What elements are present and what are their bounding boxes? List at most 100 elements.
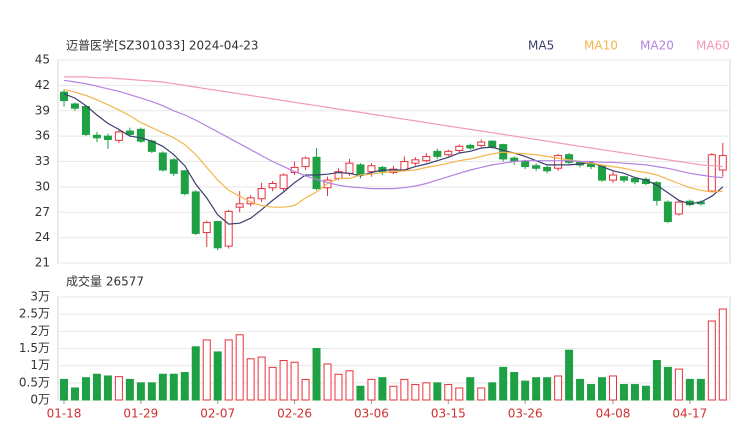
volume-bar	[609, 375, 617, 401]
legend-label: MA60	[696, 39, 730, 53]
candle-body	[169, 159, 178, 174]
volume-bar	[565, 349, 574, 401]
candle-body	[125, 130, 134, 135]
volume-bar	[323, 363, 332, 401]
volume-bar	[213, 351, 222, 401]
volume-bar	[191, 346, 200, 401]
volume-bar	[696, 378, 705, 401]
volume-bar	[367, 378, 376, 401]
y-tick-label: 24	[35, 230, 50, 244]
ma-line	[63, 93, 724, 225]
volume-bar	[301, 378, 310, 401]
candle-body	[257, 188, 266, 200]
y-tick-label: 42	[35, 78, 50, 92]
volume-bar	[422, 382, 431, 401]
candle-body	[411, 159, 420, 164]
x-tick-label: 01-18	[47, 407, 82, 421]
y-tick-label: 1.5万	[19, 341, 50, 355]
volume-bar	[598, 377, 607, 401]
volume-bar	[334, 373, 343, 401]
y-tick-label: 21	[35, 256, 50, 270]
volume-bar	[630, 384, 639, 401]
volume-bar	[136, 382, 145, 401]
candle-body	[224, 210, 233, 247]
candle-body	[60, 91, 68, 102]
volume-bar	[587, 384, 596, 401]
volume-title: 成交量 26577	[66, 274, 144, 289]
volume-bar	[60, 378, 68, 401]
volume-bar	[125, 378, 134, 401]
candle-body	[180, 170, 189, 195]
ma-line	[63, 89, 723, 208]
volume-bar	[685, 378, 694, 401]
candle-body	[114, 131, 123, 141]
y-tick-label: 0.5万	[19, 375, 50, 389]
candle-body	[279, 174, 288, 190]
candle-body	[609, 174, 617, 181]
volume-bar	[400, 378, 409, 401]
volume-bar	[180, 372, 189, 401]
candle-body	[565, 154, 574, 163]
y-tick-label: 0万	[30, 393, 50, 407]
volume-bar	[103, 375, 112, 401]
candle-body	[532, 165, 541, 169]
candle-body	[235, 203, 244, 208]
candle-body	[455, 145, 464, 152]
candle-body	[158, 152, 167, 171]
y-tick-label: 2万	[30, 324, 50, 338]
volume-bar	[70, 387, 79, 401]
candle-body	[652, 182, 661, 201]
y-tick-label: 27	[35, 205, 50, 219]
candle-body	[477, 141, 486, 146]
volume-bar	[147, 382, 156, 401]
volume-bar	[356, 385, 365, 401]
candle-body	[598, 166, 607, 181]
candle-body	[312, 156, 321, 190]
candle-body	[444, 150, 453, 156]
y-tick-label: 45	[35, 53, 50, 67]
volume-bar	[641, 385, 650, 401]
candle-body	[213, 221, 222, 249]
volume-bar	[619, 384, 628, 401]
volume-bar	[378, 377, 387, 401]
volume-bar	[488, 382, 497, 401]
volume-bar	[499, 366, 508, 401]
chart-title: 迈普医学[SZ301033] 2024-04-23	[66, 38, 259, 53]
y-tick-label: 36	[35, 129, 50, 143]
candle-body	[70, 103, 79, 109]
candle-body	[92, 134, 101, 139]
volume-bar	[246, 358, 255, 401]
y-tick-label: 39	[35, 103, 50, 117]
x-tick-label: 02-26	[277, 407, 312, 421]
volume-bar	[433, 382, 442, 401]
volume-bar	[477, 387, 486, 401]
volume-bar	[158, 373, 167, 401]
ma-line	[63, 79, 723, 190]
volume-bar	[279, 360, 288, 401]
volume-bar	[532, 377, 541, 401]
candle-body	[663, 201, 672, 223]
candle-body	[674, 201, 683, 215]
candle-body	[433, 150, 442, 157]
volume-bar	[114, 376, 123, 401]
candle-body	[345, 162, 354, 174]
volume-bar	[663, 366, 672, 401]
volume-bar	[707, 320, 716, 401]
y-tick-label: 3万	[30, 290, 50, 304]
candle-body	[136, 128, 145, 142]
volume-bar	[345, 370, 354, 401]
candle-body	[466, 144, 475, 149]
volume-bar	[169, 373, 178, 401]
candle-body	[202, 221, 211, 234]
legend-label: MA5	[528, 39, 554, 53]
candle-body	[367, 165, 376, 173]
candle-body	[630, 177, 639, 183]
volume-bar	[674, 368, 683, 401]
volume-bar	[521, 380, 530, 401]
candle-body	[301, 157, 310, 168]
legend-label: MA10	[584, 39, 618, 53]
volume-bar	[235, 334, 244, 401]
x-tick-label: 04-17	[672, 407, 707, 421]
x-tick-label: 04-08	[596, 407, 631, 421]
volume-bar	[81, 377, 90, 401]
